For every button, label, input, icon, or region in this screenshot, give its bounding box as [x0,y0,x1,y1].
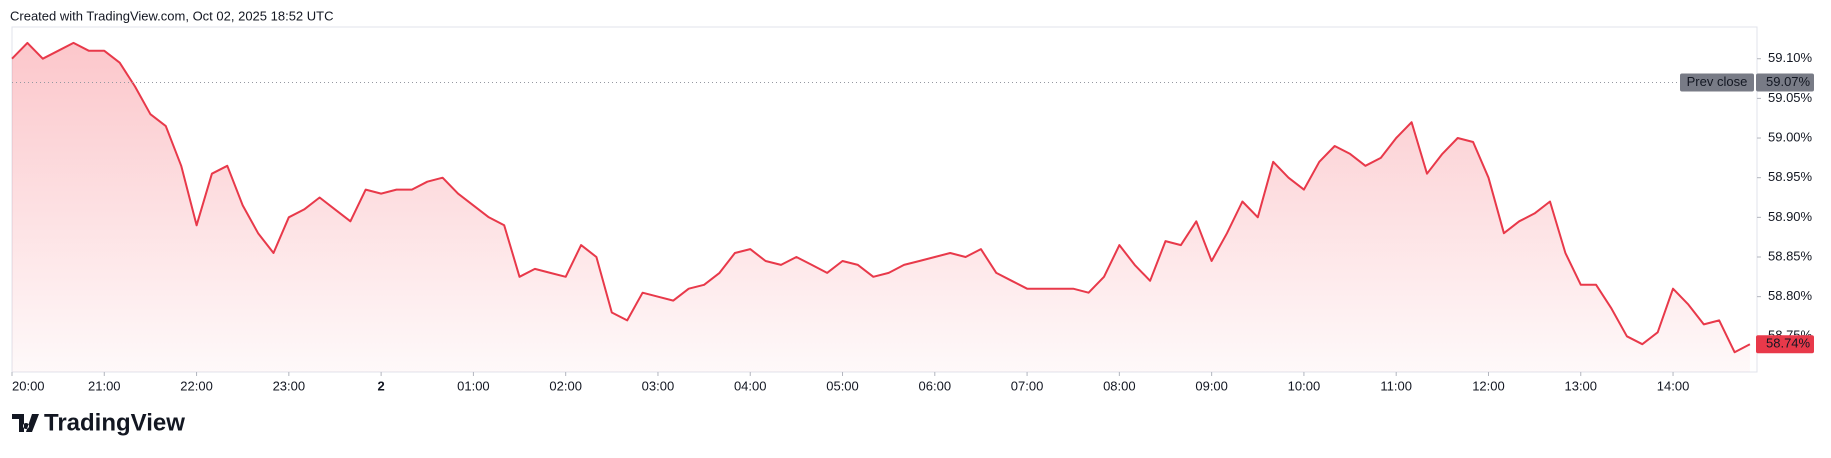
y-tick-label: 58.95% [1768,169,1813,184]
prev-close-badge [1680,73,1754,92]
x-tick-label: 10:00 [1288,378,1321,393]
x-tick-label: 23:00 [273,378,306,393]
y-tick-label: 59.05% [1768,90,1813,105]
x-tick-label: 12:00 [1472,378,1505,393]
x-tick-label: 20:00 [12,378,45,393]
y-tick-label: 59.00% [1768,129,1813,144]
logo-text: TradingView [44,409,185,436]
y-tick-label: 58.80% [1768,288,1813,303]
x-tick-label: 22:00 [180,378,213,393]
logo-icon [12,414,39,432]
x-tick-label: 04:00 [734,378,767,393]
logo: TradingView [12,409,185,436]
y-tick-label: 58.85% [1768,248,1813,263]
x-tick-label: 02:00 [549,378,582,393]
last-value-label: 58.74% [1766,336,1811,351]
last-value-badge [1756,335,1814,354]
prev-close-text: Prev close [1687,74,1748,89]
x-tick-label: 11:00 [1380,378,1412,393]
prev-close-value: 59.07% [1766,74,1811,89]
x-tick-label: 01:00 [457,378,490,393]
header: Created with TradingView.com, Oct 02, 20… [10,8,333,23]
x-tick-label: 03:00 [642,378,675,393]
prev-close-value-badge [1756,73,1814,92]
x-tick-label: 06:00 [919,378,952,393]
x-tick-label: 2 [378,378,385,393]
area-fill [12,42,1750,373]
x-tick-label: 14:00 [1657,378,1690,393]
x-tick-label: 21:00 [88,378,121,393]
x-tick-label: 05:00 [826,378,859,393]
x-tick-label: 13:00 [1564,378,1597,393]
x-tick-label: 09:00 [1195,378,1228,393]
x-tick-label: 08:00 [1103,378,1136,393]
x-tick-label: 07:00 [1011,378,1044,393]
y-tick-label: 59.10% [1768,50,1813,65]
y-tick-label: 58.90% [1768,209,1813,224]
price-line [11,41,1751,354]
